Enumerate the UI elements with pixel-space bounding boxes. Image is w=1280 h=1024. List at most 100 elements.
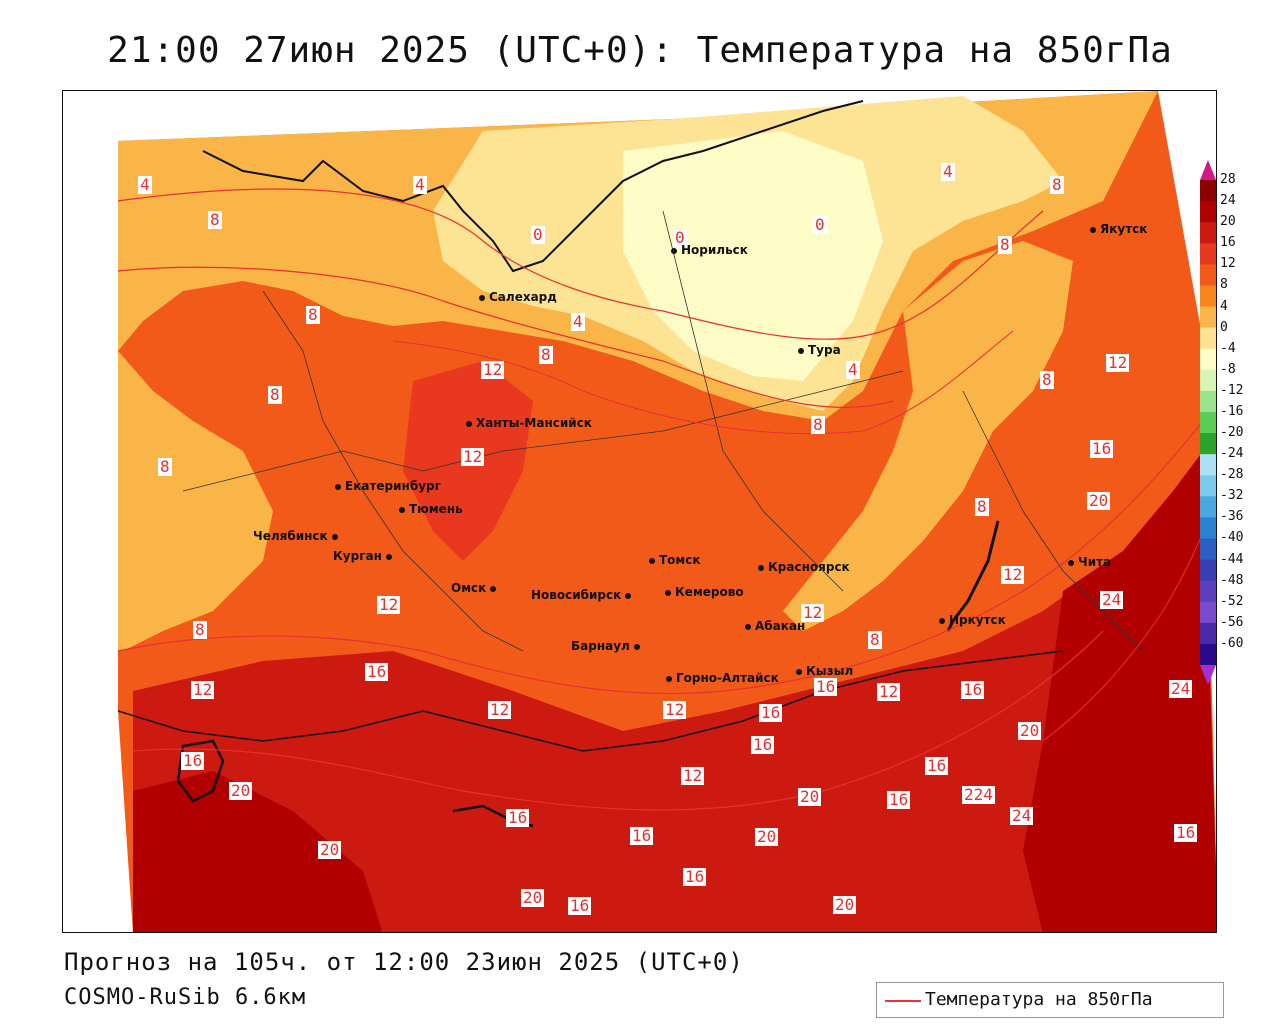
- city-label: Челябинск: [253, 529, 328, 543]
- legend-line-icon: [885, 1000, 921, 1002]
- contour-label: 12: [663, 700, 687, 719]
- contour-label: 16: [181, 751, 205, 770]
- city-label: Барнаул: [571, 639, 630, 653]
- colorbar-swatch: [1200, 433, 1216, 455]
- contour-label: 4: [941, 162, 955, 181]
- contour-label: 12: [681, 766, 705, 785]
- contour-label: 12: [801, 603, 825, 622]
- contour-label: 0: [673, 228, 687, 247]
- contour-label: 24: [1169, 679, 1193, 698]
- colorbar-swatch: [1200, 411, 1216, 434]
- border-line-4: [662, 210, 844, 592]
- city-khanty-mansiysk: Ханты-Мансийск: [466, 416, 592, 430]
- city-tura: Тура: [798, 343, 841, 357]
- colorbar-top-arrow: [1200, 160, 1216, 180]
- city-label: Омск: [451, 581, 487, 595]
- colorbar-swatch: [1200, 264, 1216, 286]
- colorbar-swatch: [1200, 180, 1216, 202]
- colorbar-tick-label: -48: [1220, 572, 1244, 588]
- colorbar-tick-label: -56: [1220, 614, 1244, 630]
- city-dot-icon: [385, 553, 392, 560]
- hot-zone-southwest: [133, 771, 383, 932]
- city-dot-icon: [665, 589, 671, 596]
- colorbar-tick-label: -28: [1220, 467, 1244, 483]
- city-dot-icon: [1068, 559, 1074, 566]
- city-barnaul: Барнаул: [571, 639, 640, 653]
- colorbar-swatch: [1200, 559, 1216, 582]
- contour-label: 8: [268, 385, 282, 404]
- colorbar-tick-label: -4: [1220, 340, 1236, 356]
- contour-label: 16: [568, 896, 592, 915]
- city-dot-icon: [335, 483, 341, 490]
- contour-label: 4: [846, 360, 860, 379]
- colorbar-tick-label: 28: [1220, 172, 1236, 187]
- city-label: Кемерово: [675, 585, 744, 599]
- contour-label: 8: [1050, 175, 1064, 194]
- contour-label: 16: [630, 826, 654, 845]
- isotherm-20: [132, 630, 1104, 811]
- colorbar-swatch: [1200, 454, 1216, 476]
- city-dot-icon: [666, 675, 672, 682]
- colorbar-tick-label: -60: [1220, 635, 1244, 651]
- contour-label: 4: [138, 175, 152, 194]
- contour-label: 8: [208, 210, 222, 229]
- city-novosibirsk: Новосибирск: [531, 588, 632, 602]
- city-salekhard: Салехард: [479, 290, 557, 304]
- city-label: Горно-Алтайск: [676, 671, 779, 685]
- colorbar-swatch: [1200, 538, 1216, 561]
- city-dot-icon: [399, 506, 405, 513]
- contour-label: 8: [998, 235, 1012, 254]
- contour-label: 16: [683, 867, 707, 886]
- colorbar-tick-label: -24: [1220, 446, 1244, 462]
- city-norilsk: Норильск: [671, 243, 748, 257]
- contour-label: 12: [481, 360, 505, 379]
- isotherm-12: [392, 330, 1014, 435]
- contour-label: 224: [962, 785, 995, 804]
- contour-label: 20: [755, 827, 779, 846]
- colorbar-tick-label: 0: [1220, 319, 1228, 335]
- colorbar-swatch: [1200, 369, 1216, 392]
- colorbar-swatch: [1200, 601, 1216, 624]
- city-krasnoyarsk: Красноярск: [758, 560, 850, 574]
- contour-label: 16: [887, 790, 911, 809]
- cool-zone-west: [118, 351, 273, 651]
- city-kyzyl: Кызыл: [796, 664, 853, 678]
- hot-zone-southeast: [1023, 451, 1216, 932]
- contour-label: 8: [158, 457, 172, 476]
- city-label: Чита: [1078, 555, 1112, 569]
- contour-label: 8: [975, 497, 989, 516]
- colorbar-swatch: [1200, 348, 1216, 371]
- colorbar-tick-label: -32: [1220, 488, 1244, 504]
- contour-label: 8: [868, 630, 882, 649]
- colorbar-tick-label: -8: [1220, 361, 1236, 377]
- pale-zone-inner: [623, 131, 883, 381]
- contour-label: 8: [811, 415, 825, 434]
- contour-label: 20: [318, 840, 342, 859]
- city-dot-icon: [331, 533, 338, 540]
- city-label: Салехард: [489, 290, 557, 304]
- colorbar-tick-label: -20: [1220, 425, 1244, 441]
- colorbar-tick-label: 8: [1220, 277, 1228, 293]
- contour-label: 16: [506, 808, 530, 827]
- contour-label: 16: [759, 703, 783, 722]
- contour-label: 16: [1174, 823, 1198, 842]
- contour-label: 24: [1010, 806, 1034, 825]
- colorbar-tick-label: 16: [1220, 235, 1236, 251]
- contour-label: 8: [1040, 370, 1054, 389]
- map-legend: Температура на 850гПа: [876, 982, 1224, 1018]
- contour-label: 20: [521, 888, 545, 907]
- colorbar-tick-label: -44: [1220, 551, 1244, 567]
- contour-label: 16: [751, 735, 775, 754]
- isotherm-4: [117, 188, 1044, 340]
- color-scale-bar: [1200, 160, 1216, 685]
- contour-label: 4: [413, 175, 427, 194]
- colorbar-tick-label: -16: [1220, 403, 1244, 419]
- city-label: Новосибирск: [531, 588, 622, 602]
- city-label: Абакан: [755, 619, 806, 633]
- isotherm-8: [117, 266, 894, 409]
- city-label: Ханты-Мансийск: [476, 416, 592, 430]
- contour-label: 12: [191, 680, 215, 699]
- city-gorno-altaysk: Горно-Алтайск: [666, 671, 779, 685]
- contour-label: 8: [193, 620, 207, 639]
- city-chelyabinsk: Челябинск: [253, 529, 338, 543]
